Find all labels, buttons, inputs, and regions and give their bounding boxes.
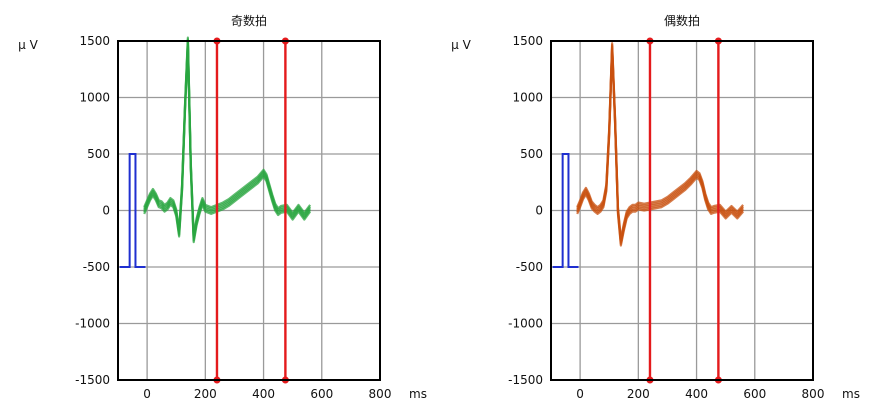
x-tick-label: 400 (685, 387, 708, 401)
x-axis-label: ms (409, 387, 427, 401)
x-tick-label: 600 (310, 387, 333, 401)
y-tick-label: -500 (516, 260, 543, 274)
y-tick-label: 500 (87, 147, 110, 161)
y-tick-label: -1500 (75, 373, 110, 387)
odd-beat-chart: 奇数拍 μ V 1500 1000 500 0 -500 -1000 -1500 0 200 400 6… (18, 13, 427, 401)
x-axis-label: ms (842, 387, 860, 401)
x-tick-label: 0 (576, 387, 584, 401)
x-tick-label: 800 (369, 387, 392, 401)
y-axis-label: μ V (18, 38, 38, 52)
x-tick-label: 800 (802, 387, 825, 401)
ecg-trace (576, 42, 744, 240)
even-beat-chart: 偶数拍 μ V 1500 1000 500 0 -500 -1000 -1500 0 200 400 6… (451, 13, 860, 401)
y-tick-label: -1000 (75, 317, 110, 331)
plot-border (117, 40, 381, 381)
y-tick-label: 1000 (512, 91, 543, 105)
chart-title: 偶数拍 (664, 13, 700, 28)
calibration-pulse (119, 153, 146, 268)
y-tick-label: 1000 (79, 91, 110, 105)
y-tick-label: -1500 (508, 373, 543, 387)
y-tick-label: -500 (83, 260, 110, 274)
y-tick-label: 1500 (79, 34, 110, 48)
x-tick-label: 600 (743, 387, 766, 401)
chart-title: 奇数拍 (231, 13, 267, 28)
x-tick-label: 200 (194, 387, 217, 401)
y-tick-label: -1000 (508, 317, 543, 331)
x-tick-label: 0 (143, 387, 151, 401)
y-tick-label: 500 (520, 147, 543, 161)
x-tick-label: 400 (252, 387, 275, 401)
y-tick-label: 0 (102, 204, 110, 218)
plot-border (550, 40, 814, 381)
y-tick-label: 1500 (512, 34, 543, 48)
calibration-pulse (552, 153, 579, 268)
x-tick-label: 200 (627, 387, 650, 401)
y-tick-label: 0 (535, 204, 543, 218)
y-axis-label: μ V (451, 38, 471, 52)
ecg-trace (143, 36, 312, 237)
